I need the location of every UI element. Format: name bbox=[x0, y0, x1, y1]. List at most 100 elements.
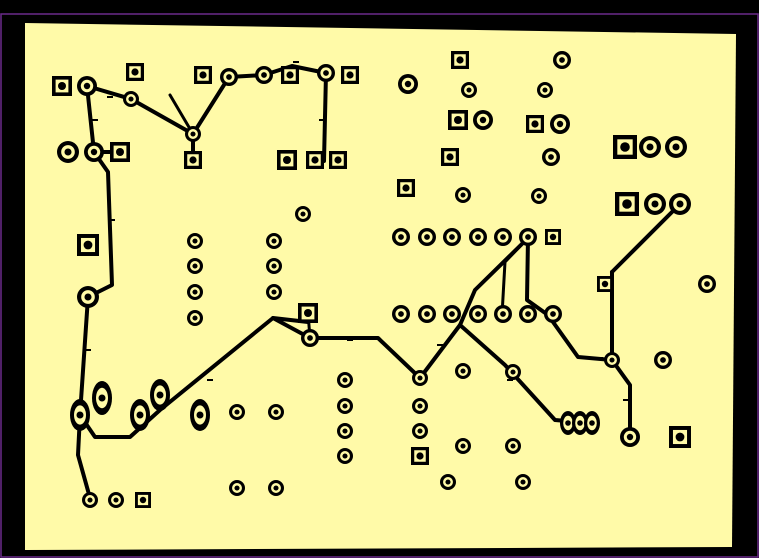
drill-hole bbox=[189, 156, 197, 164]
drill-hole bbox=[398, 234, 404, 240]
drill-hole bbox=[199, 71, 207, 79]
trace-label-mark bbox=[107, 96, 113, 98]
drill-hole bbox=[479, 116, 487, 124]
drill-hole bbox=[475, 234, 481, 240]
drill-hole bbox=[646, 143, 654, 151]
copper-trace bbox=[500, 236, 530, 317]
trace-label-mark bbox=[207, 379, 213, 381]
trace-label-mark bbox=[293, 61, 299, 63]
drill-hole bbox=[620, 142, 630, 152]
copper-pads bbox=[52, 51, 716, 508]
drill-hole bbox=[510, 443, 516, 449]
drill-hole bbox=[84, 293, 92, 301]
drill-hole bbox=[416, 452, 424, 460]
drill-hole bbox=[626, 433, 634, 441]
drill-hole bbox=[445, 479, 451, 485]
drill-hole bbox=[577, 420, 583, 426]
drill-hole bbox=[460, 443, 466, 449]
drill-hole bbox=[116, 148, 124, 156]
drill-hole bbox=[500, 234, 506, 240]
trace-label-mark bbox=[507, 379, 513, 381]
trace-label-mark bbox=[597, 357, 603, 359]
drill-hole bbox=[565, 420, 571, 426]
drill-hole bbox=[346, 71, 354, 79]
drill-hole bbox=[156, 391, 164, 399]
drill-hole bbox=[139, 496, 147, 504]
drill-hole bbox=[90, 148, 98, 156]
drill-hole bbox=[128, 96, 134, 102]
drill-hole bbox=[531, 120, 539, 128]
drill-hole bbox=[342, 428, 348, 434]
drill-hole bbox=[549, 233, 557, 241]
trace-label-mark bbox=[117, 437, 123, 439]
drill-hole bbox=[192, 315, 198, 321]
drill-hole bbox=[190, 131, 196, 137]
drill-hole bbox=[601, 280, 609, 288]
drill-hole bbox=[525, 234, 531, 240]
drill-hole bbox=[83, 82, 91, 90]
drill-hole bbox=[131, 68, 139, 76]
drill-hole bbox=[672, 143, 680, 151]
drill-hole bbox=[192, 263, 198, 269]
drill-hole bbox=[548, 154, 554, 160]
drill-hole bbox=[323, 70, 329, 76]
trace-label-mark bbox=[347, 339, 353, 341]
drill-hole bbox=[136, 411, 144, 419]
drill-hole bbox=[58, 82, 66, 90]
drill-hole bbox=[525, 311, 531, 317]
drill-hole bbox=[466, 87, 472, 93]
drill-hole bbox=[273, 485, 279, 491]
drill-hole bbox=[609, 357, 615, 363]
copper-trace bbox=[610, 202, 682, 274]
drill-hole bbox=[404, 80, 412, 88]
trace-label-mark bbox=[85, 349, 91, 351]
drill-hole bbox=[234, 485, 240, 491]
trace-label-mark bbox=[437, 344, 443, 346]
drill-hole bbox=[342, 377, 348, 383]
drill-hole bbox=[342, 453, 348, 459]
drill-hole bbox=[460, 368, 466, 374]
drill-hole bbox=[234, 409, 240, 415]
drill-hole bbox=[520, 479, 526, 485]
drill-hole bbox=[304, 309, 312, 317]
drill-hole bbox=[446, 153, 454, 161]
drill-hole bbox=[704, 281, 710, 287]
drill-hole bbox=[402, 184, 410, 192]
drill-hole bbox=[510, 369, 516, 375]
drill-hole bbox=[83, 240, 93, 250]
drill-hole bbox=[475, 311, 481, 317]
drill-hole bbox=[424, 234, 430, 240]
drill-hole bbox=[556, 120, 564, 128]
drill-hole bbox=[76, 411, 84, 419]
drill-hole bbox=[113, 497, 119, 503]
drill-hole bbox=[64, 148, 72, 156]
drill-hole bbox=[675, 432, 685, 442]
drill-hole bbox=[417, 403, 423, 409]
drill-hole bbox=[286, 71, 294, 79]
trace-label-mark bbox=[92, 119, 98, 121]
drill-hole bbox=[456, 56, 464, 64]
drill-hole bbox=[226, 74, 232, 80]
drill-hole bbox=[559, 57, 565, 63]
copper-trace bbox=[610, 358, 632, 439]
drill-hole bbox=[334, 156, 342, 164]
drill-hole bbox=[424, 311, 430, 317]
drill-hole bbox=[98, 394, 106, 402]
drill-hole bbox=[417, 375, 423, 381]
drill-hole bbox=[271, 263, 277, 269]
drill-hole bbox=[500, 311, 506, 317]
drill-hole bbox=[536, 193, 542, 199]
drill-hole bbox=[417, 428, 423, 434]
drill-hole bbox=[449, 311, 455, 317]
drill-hole bbox=[192, 289, 198, 295]
drill-hole bbox=[622, 199, 632, 209]
trace-labels bbox=[85, 61, 629, 439]
drill-hole bbox=[449, 234, 455, 240]
trace-label-mark bbox=[623, 399, 629, 401]
drill-hole bbox=[196, 411, 204, 419]
drill-hole bbox=[261, 72, 267, 78]
drill-hole bbox=[307, 335, 313, 341]
drill-hole bbox=[454, 116, 462, 124]
drill-hole bbox=[398, 311, 404, 317]
